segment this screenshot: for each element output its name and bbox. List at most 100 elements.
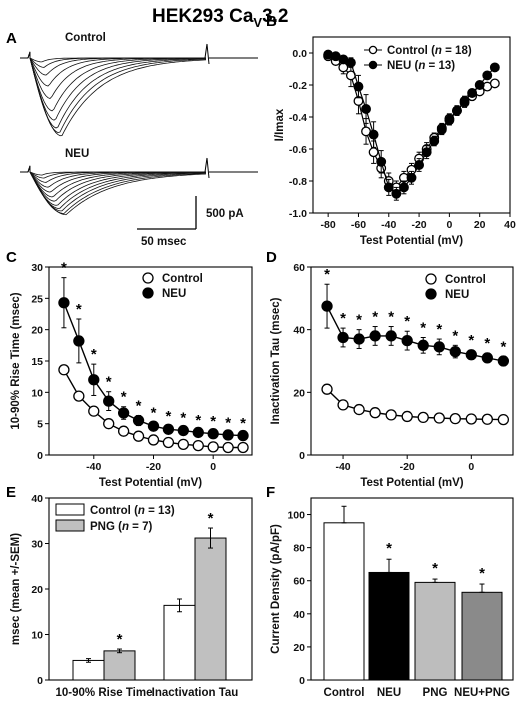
y-tick-label: 10	[31, 630, 43, 642]
x-tick-label: 40	[504, 219, 516, 231]
y-tick-label: 30	[31, 539, 43, 551]
data-point-control	[73, 390, 85, 402]
y-tick-label: 60	[293, 576, 305, 588]
data-point-control	[321, 383, 333, 395]
x-category-label: NEU	[377, 687, 401, 699]
current-trace	[27, 51, 206, 134]
data-point-neu	[452, 105, 462, 116]
significance-star: *	[404, 313, 410, 330]
x-category-label: PNG	[423, 687, 448, 699]
legend-n-symbol: n	[138, 505, 145, 517]
data-point-neu	[398, 182, 409, 193]
data-point-neu	[417, 339, 429, 351]
trace-label-control: Control	[65, 32, 106, 44]
data-point-neu	[465, 349, 477, 361]
x-tick-label: -20	[411, 219, 426, 231]
significance-star: *	[151, 404, 157, 421]
data-point-control	[417, 411, 429, 424]
y-tick-label: 40	[293, 609, 305, 621]
data-point-neu	[489, 62, 500, 73]
x-tick-label: 0	[446, 219, 452, 231]
data-point-control	[162, 436, 175, 449]
x-tick-label: -40	[381, 219, 396, 231]
panel-label-f: F	[266, 484, 275, 501]
x-tick-label: 0	[210, 461, 216, 473]
y-tick-label: 0	[299, 450, 305, 462]
current-trace	[27, 165, 206, 206]
data-point-control	[481, 413, 493, 425]
y-tick-label: 0	[299, 675, 305, 687]
significance-star: *	[500, 338, 506, 355]
y-tick-label: 20	[31, 325, 43, 337]
x-tick-label: -40	[335, 461, 350, 473]
data-point-neu	[497, 355, 510, 367]
legend-label: Control (n = 13)	[90, 505, 175, 517]
data-point-control	[401, 410, 413, 423]
x-tick-label: 20	[474, 219, 486, 231]
data-point-control	[117, 425, 130, 437]
y-tick-label: 40	[31, 493, 43, 505]
y-tick-label: 60	[293, 262, 305, 274]
significance-star: *	[91, 346, 97, 363]
y-tick-label: 40	[293, 325, 305, 337]
current-trace	[27, 165, 207, 212]
significance-star: *	[420, 320, 426, 337]
data-point-neu	[383, 182, 394, 193]
current-trace	[27, 51, 207, 137]
y-tick-label: 25	[31, 293, 43, 305]
y-tick-label: -0.6	[289, 144, 307, 156]
significance-star: *	[210, 413, 216, 430]
significance-star: *	[324, 266, 330, 283]
significance-star: *	[479, 565, 485, 582]
data-point-control	[192, 439, 204, 452]
panel-e-png-bars: 0 10 20 30 40 msec (mean +/-SEM) * 10-90% Rise …	[10, 493, 253, 699]
scale-bar-time-label: 50 msec	[141, 236, 187, 248]
x-tick-label: -20	[146, 461, 161, 473]
current-trace	[27, 51, 206, 121]
significance-star: *	[340, 310, 346, 327]
data-point-neu	[429, 136, 440, 146]
panel-label-b: B	[266, 13, 277, 30]
data-point-control	[449, 413, 461, 425]
data-point-neu	[73, 335, 85, 347]
bar-control	[72, 659, 105, 681]
data-point-neu	[436, 124, 447, 135]
data-point-neu	[459, 96, 470, 106]
tail-artifact	[204, 43, 208, 59]
data-point-neu	[345, 57, 356, 68]
data-point-neu	[421, 147, 432, 158]
data-point-control	[489, 78, 500, 89]
significance-star: *	[121, 389, 127, 406]
current-trace	[27, 51, 206, 112]
data-point-neu	[192, 426, 204, 439]
y-tick-label: 20	[31, 584, 43, 596]
data-point-control	[88, 405, 100, 417]
x-category-label: 10-90% Rise Time	[56, 687, 153, 699]
data-point-neu	[433, 341, 445, 353]
data-point-control	[353, 403, 365, 416]
x-axis-label: Test Potential (mV)	[360, 235, 463, 247]
data-point-neu	[353, 333, 365, 345]
data-point-neu	[177, 424, 189, 437]
y-tick-label: 0	[37, 450, 43, 462]
y-tick-label: -0.4	[289, 112, 307, 124]
legend-marker	[142, 287, 154, 299]
x-axis-label: Test Potential (mV)	[99, 477, 202, 489]
y-tick-label: -0.8	[289, 176, 307, 188]
significance-star: *	[356, 312, 362, 329]
legend-n-symbol: n	[418, 60, 425, 72]
legend-n-value: = 13)	[425, 60, 455, 72]
data-point-control	[222, 441, 234, 454]
y-tick-label: 80	[293, 543, 305, 555]
legend-n-value: = 7)	[129, 521, 153, 533]
data-point-control	[147, 434, 160, 446]
trace-label-neu: NEU	[65, 148, 89, 160]
data-point-neu	[401, 334, 413, 347]
data-point-control	[132, 430, 145, 442]
tail-artifact	[206, 43, 210, 65]
y-tick-label: 0	[37, 675, 43, 687]
y-axis-label: Inactivation Tau (msec)	[270, 297, 282, 424]
data-point-neu	[207, 428, 219, 440]
significance-star: *	[225, 414, 231, 431]
tail-artifact	[206, 157, 210, 179]
